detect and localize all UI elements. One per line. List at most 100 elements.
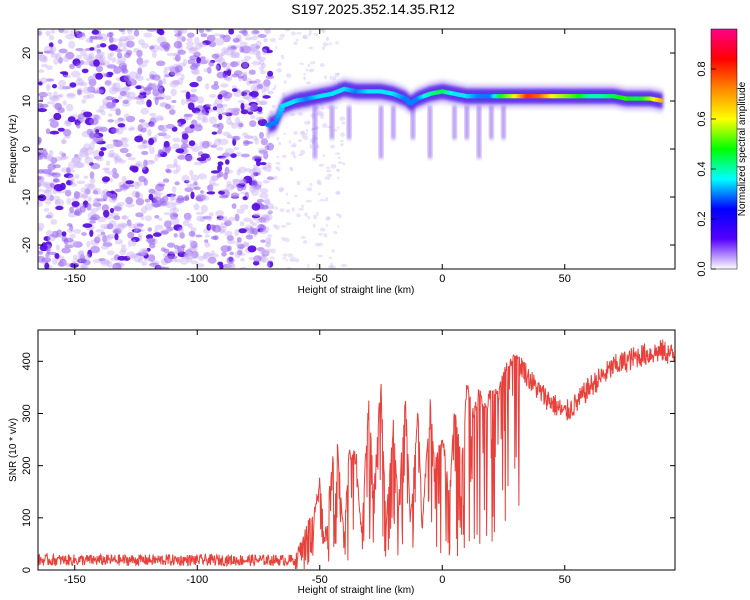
noise-cell	[127, 29, 133, 35]
noise-cell	[38, 250, 44, 255]
noise-cell	[134, 135, 144, 143]
noise-cell	[298, 208, 304, 211]
noise-cell	[304, 120, 310, 125]
noise-cell	[130, 96, 136, 100]
ridge-streak	[501, 105, 506, 140]
noise-cell	[278, 37, 284, 40]
noise-cell	[136, 223, 144, 227]
noise-cell	[305, 68, 309, 72]
noise-cell	[340, 143, 344, 147]
noise-cell	[129, 165, 139, 172]
noise-cell	[256, 160, 261, 167]
noise-cell	[292, 143, 297, 147]
noise-cell	[118, 40, 123, 46]
noise-cell	[264, 197, 271, 205]
noise-cell	[40, 77, 48, 84]
noise-cell	[195, 234, 203, 238]
noise-cell	[244, 135, 253, 140]
noise-cell	[78, 118, 87, 122]
noise-cell	[248, 69, 256, 75]
figure-title: S197.2025.352.14.35.R12	[291, 1, 455, 17]
noise-cell	[147, 227, 153, 232]
noise-cell	[282, 257, 287, 260]
noise-cell	[324, 75, 327, 80]
noise-cell	[207, 66, 212, 74]
noise-cell	[126, 219, 132, 227]
noise-cell	[222, 263, 233, 269]
noise-cell	[256, 55, 262, 61]
noise-cell	[169, 194, 175, 202]
noise-cell	[93, 59, 100, 67]
noise-cell	[92, 90, 100, 94]
noise-cell	[63, 173, 74, 179]
noise-cell	[115, 157, 123, 162]
noise-cell	[39, 96, 44, 102]
noise-cell	[141, 150, 149, 156]
noise-cell	[291, 207, 295, 212]
noise-cell	[145, 237, 156, 243]
noise-cell	[258, 216, 267, 223]
noise-cell	[114, 48, 123, 53]
noise-cell	[253, 212, 261, 217]
noise-cell	[189, 124, 195, 129]
noise-cell	[341, 121, 346, 125]
noise-cell	[251, 179, 258, 188]
noise-cell	[238, 166, 247, 173]
noise-cell	[325, 197, 329, 202]
noise-cell	[230, 45, 237, 50]
noise-cell	[104, 80, 112, 86]
noise-cell	[260, 138, 268, 146]
noise-cell	[66, 179, 73, 186]
noise-cell	[58, 57, 63, 64]
noise-cell	[272, 224, 278, 229]
noise-cell	[220, 188, 229, 192]
noise-cell	[141, 42, 150, 49]
noise-cell	[140, 127, 147, 133]
snr-x-axis: -150 -100 -50 0 50	[64, 330, 571, 586]
noise-cell	[216, 146, 224, 151]
snr-series-line	[38, 339, 675, 570]
noise-cell	[159, 266, 170, 269]
noise-cell	[138, 119, 145, 123]
noise-cell	[202, 254, 208, 260]
noise-cell	[226, 262, 235, 268]
noise-cell	[190, 191, 195, 200]
noise-cell	[258, 248, 266, 254]
noise-cell	[193, 203, 200, 211]
noise-cell	[113, 82, 121, 89]
noise-cell	[121, 215, 129, 220]
noise-cell	[117, 159, 126, 164]
noise-cell	[335, 190, 341, 195]
noise-cell	[65, 263, 71, 268]
noise-cell	[89, 177, 96, 185]
noise-cell	[294, 194, 298, 197]
noise-cell	[62, 55, 70, 63]
noise-cell	[172, 203, 177, 211]
noise-cell	[211, 53, 220, 59]
noise-cell	[73, 161, 83, 169]
noise-cell	[255, 51, 261, 58]
noise-cell	[114, 156, 119, 165]
noise-cell	[290, 31, 296, 36]
noise-cell	[153, 229, 159, 233]
noise-cell	[38, 81, 43, 86]
noise-cell	[194, 42, 203, 50]
noise-cell	[342, 162, 346, 166]
noise-cell	[324, 176, 331, 180]
noise-cell	[173, 158, 178, 166]
noise-cell	[161, 127, 166, 133]
noise-cell	[212, 235, 219, 241]
noise-cell	[169, 80, 179, 88]
noise-cell	[317, 109, 322, 115]
noise-cell	[49, 182, 55, 188]
noise-cell	[207, 184, 214, 192]
noise-cell	[196, 215, 205, 222]
noise-cell	[100, 191, 107, 199]
noise-cell	[307, 63, 311, 68]
noise-cell	[231, 135, 240, 141]
noise-cell	[195, 263, 205, 268]
noise-cell	[192, 69, 200, 76]
noise-cell	[193, 37, 200, 44]
noise-cell	[125, 35, 135, 41]
noise-cell	[301, 130, 305, 134]
